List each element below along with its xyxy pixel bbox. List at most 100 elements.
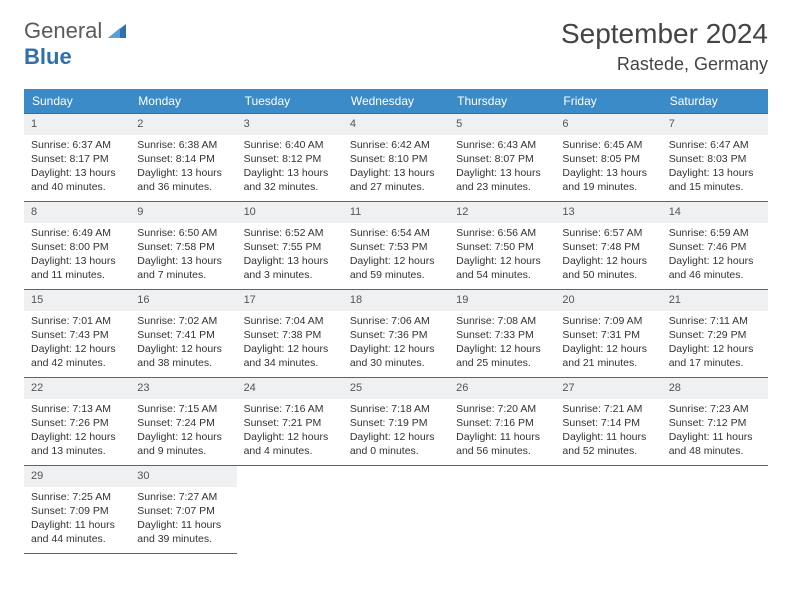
sunset-text: Sunset: 7:50 PM — [456, 240, 548, 254]
sunset-text: Sunset: 7:29 PM — [669, 328, 761, 342]
daylight-text: Daylight: 12 hours — [137, 342, 229, 356]
sunrise-text: Sunrise: 7:04 AM — [244, 314, 336, 328]
day-number: 23 — [130, 378, 236, 399]
day-number: 15 — [24, 290, 130, 311]
sunrise-text: Sunrise: 7:15 AM — [137, 402, 229, 416]
daylight-text: and 11 minutes. — [31, 268, 123, 282]
day-number: 25 — [343, 378, 449, 399]
calendar-day-cell: 27Sunrise: 7:21 AMSunset: 7:14 PMDayligh… — [555, 378, 661, 466]
sunset-text: Sunset: 7:43 PM — [31, 328, 123, 342]
daylight-text: and 36 minutes. — [137, 180, 229, 194]
sunrise-text: Sunrise: 6:49 AM — [31, 226, 123, 240]
day-body: Sunrise: 7:02 AMSunset: 7:41 PMDaylight:… — [130, 311, 236, 377]
calendar-day-cell: 30Sunrise: 7:27 AMSunset: 7:07 PMDayligh… — [130, 466, 236, 554]
sunset-text: Sunset: 8:12 PM — [244, 152, 336, 166]
day-number: 26 — [449, 378, 555, 399]
calendar-day-cell: 23Sunrise: 7:15 AMSunset: 7:24 PMDayligh… — [130, 378, 236, 466]
day-number: 21 — [662, 290, 768, 311]
daylight-text: Daylight: 12 hours — [562, 254, 654, 268]
day-body: Sunrise: 7:27 AMSunset: 7:07 PMDaylight:… — [130, 487, 236, 553]
day-number: 29 — [24, 466, 130, 487]
sunrise-text: Sunrise: 6:45 AM — [562, 138, 654, 152]
day-number: 28 — [662, 378, 768, 399]
sunset-text: Sunset: 7:33 PM — [456, 328, 548, 342]
weekday-header: Thursday — [449, 89, 555, 114]
day-body: Sunrise: 6:50 AMSunset: 7:58 PMDaylight:… — [130, 223, 236, 289]
daylight-text: and 42 minutes. — [31, 356, 123, 370]
day-body: Sunrise: 7:25 AMSunset: 7:09 PMDaylight:… — [24, 487, 130, 553]
daylight-text: Daylight: 12 hours — [669, 254, 761, 268]
sunset-text: Sunset: 7:58 PM — [137, 240, 229, 254]
day-number: 13 — [555, 202, 661, 223]
daylight-text: Daylight: 13 hours — [137, 254, 229, 268]
daylight-text: and 0 minutes. — [350, 444, 442, 458]
calendar-day-cell: 5Sunrise: 6:43 AMSunset: 8:07 PMDaylight… — [449, 114, 555, 202]
sunrise-text: Sunrise: 7:20 AM — [456, 402, 548, 416]
calendar-day-cell: 22Sunrise: 7:13 AMSunset: 7:26 PMDayligh… — [24, 378, 130, 466]
daylight-text: Daylight: 12 hours — [31, 430, 123, 444]
daylight-text: Daylight: 11 hours — [137, 518, 229, 532]
calendar-day-cell: 20Sunrise: 7:09 AMSunset: 7:31 PMDayligh… — [555, 290, 661, 378]
weekday-header: Monday — [130, 89, 236, 114]
daylight-text: Daylight: 13 hours — [31, 254, 123, 268]
sunrise-text: Sunrise: 6:43 AM — [456, 138, 548, 152]
sunrise-text: Sunrise: 7:06 AM — [350, 314, 442, 328]
day-number: 24 — [237, 378, 343, 399]
calendar-day-cell: 13Sunrise: 6:57 AMSunset: 7:48 PMDayligh… — [555, 202, 661, 290]
calendar-week-row: 1Sunrise: 6:37 AMSunset: 8:17 PMDaylight… — [24, 114, 768, 202]
calendar-day-cell: 25Sunrise: 7:18 AMSunset: 7:19 PMDayligh… — [343, 378, 449, 466]
daylight-text: and 23 minutes. — [456, 180, 548, 194]
weekday-header: Tuesday — [237, 89, 343, 114]
day-number: 12 — [449, 202, 555, 223]
sunrise-text: Sunrise: 7:25 AM — [31, 490, 123, 504]
calendar-day-cell: 18Sunrise: 7:06 AMSunset: 7:36 PMDayligh… — [343, 290, 449, 378]
daylight-text: and 15 minutes. — [669, 180, 761, 194]
month-title: September 2024 — [561, 18, 768, 50]
calendar-week-row: 29Sunrise: 7:25 AMSunset: 7:09 PMDayligh… — [24, 466, 768, 554]
sunrise-text: Sunrise: 7:21 AM — [562, 402, 654, 416]
calendar-day-cell — [555, 466, 661, 554]
calendar-day-cell — [449, 466, 555, 554]
calendar-day-cell — [343, 466, 449, 554]
daylight-text: and 48 minutes. — [669, 444, 761, 458]
daylight-text: Daylight: 13 hours — [244, 166, 336, 180]
daylight-text: and 44 minutes. — [31, 532, 123, 546]
day-number: 17 — [237, 290, 343, 311]
day-body: Sunrise: 7:20 AMSunset: 7:16 PMDaylight:… — [449, 399, 555, 465]
sunrise-text: Sunrise: 7:23 AM — [669, 402, 761, 416]
sunset-text: Sunset: 7:48 PM — [562, 240, 654, 254]
sunset-text: Sunset: 8:00 PM — [31, 240, 123, 254]
sunrise-text: Sunrise: 6:50 AM — [137, 226, 229, 240]
daylight-text: and 46 minutes. — [669, 268, 761, 282]
sunset-text: Sunset: 7:31 PM — [562, 328, 654, 342]
daylight-text: and 34 minutes. — [244, 356, 336, 370]
daylight-text: and 39 minutes. — [137, 532, 229, 546]
daylight-text: Daylight: 12 hours — [350, 254, 442, 268]
calendar-day-cell: 10Sunrise: 6:52 AMSunset: 7:55 PMDayligh… — [237, 202, 343, 290]
day-number: 5 — [449, 114, 555, 135]
sunset-text: Sunset: 7:53 PM — [350, 240, 442, 254]
daylight-text: Daylight: 12 hours — [350, 430, 442, 444]
day-body: Sunrise: 6:54 AMSunset: 7:53 PMDaylight:… — [343, 223, 449, 289]
sunset-text: Sunset: 8:14 PM — [137, 152, 229, 166]
day-body: Sunrise: 7:18 AMSunset: 7:19 PMDaylight:… — [343, 399, 449, 465]
day-body: Sunrise: 7:01 AMSunset: 7:43 PMDaylight:… — [24, 311, 130, 377]
calendar-day-cell: 8Sunrise: 6:49 AMSunset: 8:00 PMDaylight… — [24, 202, 130, 290]
daylight-text: and 52 minutes. — [562, 444, 654, 458]
sunset-text: Sunset: 7:55 PM — [244, 240, 336, 254]
sunrise-text: Sunrise: 7:09 AM — [562, 314, 654, 328]
sunrise-text: Sunrise: 7:18 AM — [350, 402, 442, 416]
calendar-day-cell: 12Sunrise: 6:56 AMSunset: 7:50 PMDayligh… — [449, 202, 555, 290]
day-body: Sunrise: 7:04 AMSunset: 7:38 PMDaylight:… — [237, 311, 343, 377]
day-body: Sunrise: 6:59 AMSunset: 7:46 PMDaylight:… — [662, 223, 768, 289]
sunset-text: Sunset: 7:38 PM — [244, 328, 336, 342]
calendar-day-cell: 2Sunrise: 6:38 AMSunset: 8:14 PMDaylight… — [130, 114, 236, 202]
day-number: 16 — [130, 290, 236, 311]
calendar-day-cell: 11Sunrise: 6:54 AMSunset: 7:53 PMDayligh… — [343, 202, 449, 290]
day-body: Sunrise: 7:15 AMSunset: 7:24 PMDaylight:… — [130, 399, 236, 465]
calendar-day-cell: 26Sunrise: 7:20 AMSunset: 7:16 PMDayligh… — [449, 378, 555, 466]
daylight-text: Daylight: 11 hours — [31, 518, 123, 532]
sunset-text: Sunset: 8:10 PM — [350, 152, 442, 166]
daylight-text: Daylight: 12 hours — [669, 342, 761, 356]
day-number: 3 — [237, 114, 343, 135]
